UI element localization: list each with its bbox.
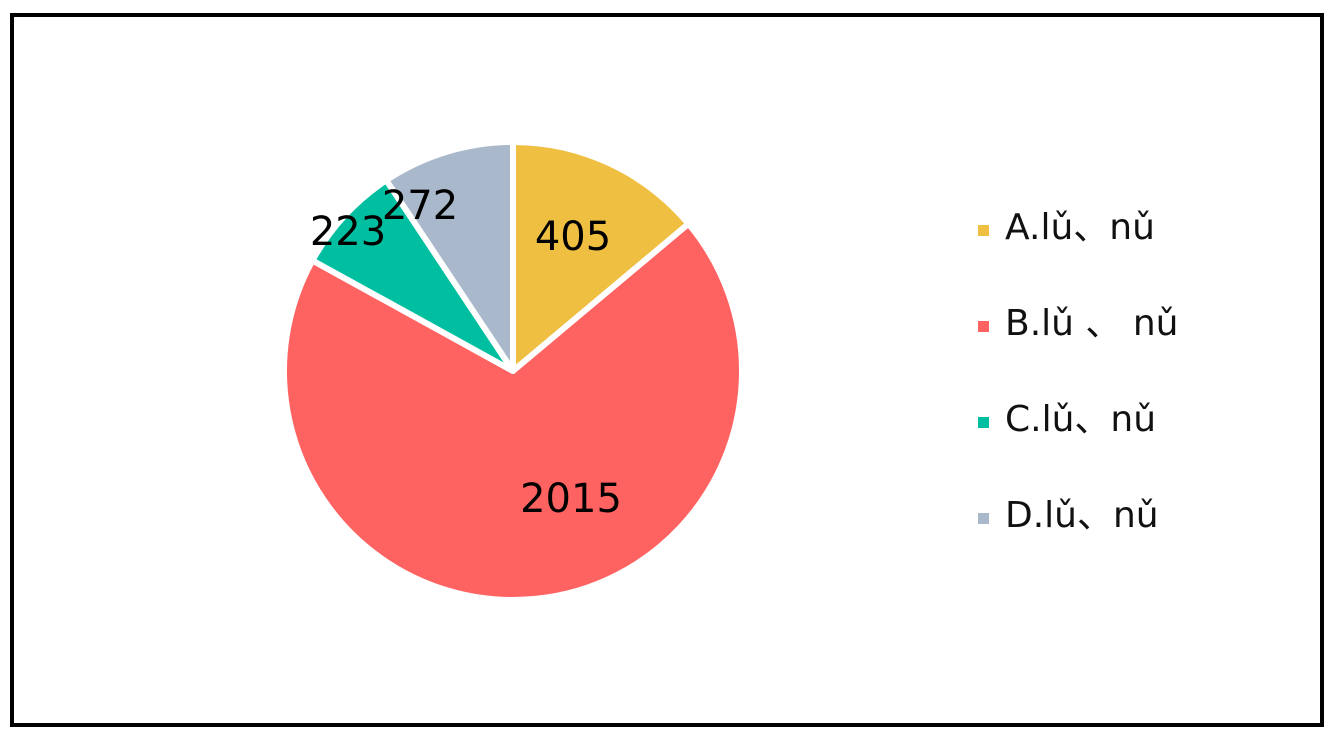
data-label-d: 272 bbox=[382, 183, 458, 229]
pie-slice-d bbox=[383, 139, 516, 374]
legend-swatch-a bbox=[978, 225, 989, 236]
legend-label-d: D.lǔ、nǔ bbox=[1005, 495, 1159, 536]
pie-slice-a bbox=[510, 139, 692, 374]
data-label-c: 223 bbox=[310, 209, 386, 255]
data-label-a: 405 bbox=[535, 214, 611, 260]
legend-label-c: C.lǔ、nǔ bbox=[1005, 399, 1157, 440]
legend-label-a: A.lǔ、nǔ bbox=[1005, 207, 1155, 248]
legend-item-b: B.lǔ 、 nǔ bbox=[978, 301, 1178, 397]
legend-swatch-b bbox=[978, 321, 989, 332]
legend-item-a: A.lǔ、nǔ bbox=[978, 205, 1178, 301]
pie-slices bbox=[281, 139, 745, 603]
legend-item-c: C.lǔ、nǔ bbox=[978, 397, 1178, 493]
legend-swatch-c bbox=[978, 417, 989, 428]
legend-swatch-d bbox=[978, 513, 989, 524]
pie-slice-b bbox=[281, 220, 745, 603]
legend-label-b: B.lǔ 、 nǔ bbox=[1005, 303, 1179, 344]
legend-item-d: D.lǔ、nǔ bbox=[978, 493, 1178, 589]
data-label-b: 2015 bbox=[520, 476, 622, 522]
legend: A.lǔ、nǔ B.lǔ 、 nǔ C.lǔ、nǔ D.lǔ、nǔ bbox=[978, 205, 1178, 589]
